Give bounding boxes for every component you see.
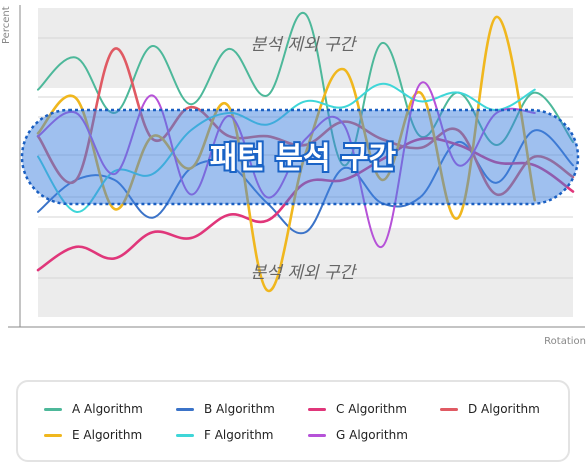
legend-item: B Algorithm xyxy=(176,402,275,416)
legend-label: E Algorithm xyxy=(72,428,143,442)
x-axis-title: Rotation xyxy=(544,336,586,347)
legend-swatch xyxy=(176,433,194,437)
legend-swatch xyxy=(308,407,326,411)
legend-item: C Algorithm xyxy=(308,402,407,416)
legend-label: C Algorithm xyxy=(336,402,407,416)
chart-area: 분석 제외 구간 분석 제외 구간 패턴 분석 구간 Percent Rotat… xyxy=(1,5,586,347)
exclude-label-bottom: 분석 제외 구간 xyxy=(251,263,358,283)
focus-band xyxy=(20,108,580,206)
legend-item: G Algorithm xyxy=(308,428,408,442)
exclude-band-bottom xyxy=(38,228,573,317)
legend-swatch xyxy=(44,407,62,411)
legend-swatch xyxy=(44,433,62,437)
legend-swatch xyxy=(308,433,326,437)
legend: A Algorithm B Algorithm C Algorithm D Algor… xyxy=(16,380,570,462)
legend-label: B Algorithm xyxy=(204,402,275,416)
legend-item: E Algorithm xyxy=(44,428,142,442)
legend-label: D Algorithm xyxy=(468,402,540,416)
focus-label: 패턴 분석 구간 xyxy=(210,141,397,176)
legend-item: A Algorithm xyxy=(44,402,143,416)
legend-label: F Algorithm xyxy=(204,428,274,442)
legend-item: D Algorithm xyxy=(440,402,540,416)
legend-item: F Algorithm xyxy=(176,428,274,442)
legend-label: G Algorithm xyxy=(336,428,408,442)
legend-swatch xyxy=(176,407,194,411)
legend-swatch xyxy=(440,407,458,411)
series-line-a-algorithm xyxy=(37,11,574,167)
exclude-label-top: 분석 제외 구간 xyxy=(251,35,358,55)
line-chart: 분석 제외 구간 분석 제외 구간 패턴 분석 구간 Percent Rotat… xyxy=(1,5,586,347)
legend-label: A Algorithm xyxy=(72,402,143,416)
y-axis-title: Percent xyxy=(1,6,12,44)
